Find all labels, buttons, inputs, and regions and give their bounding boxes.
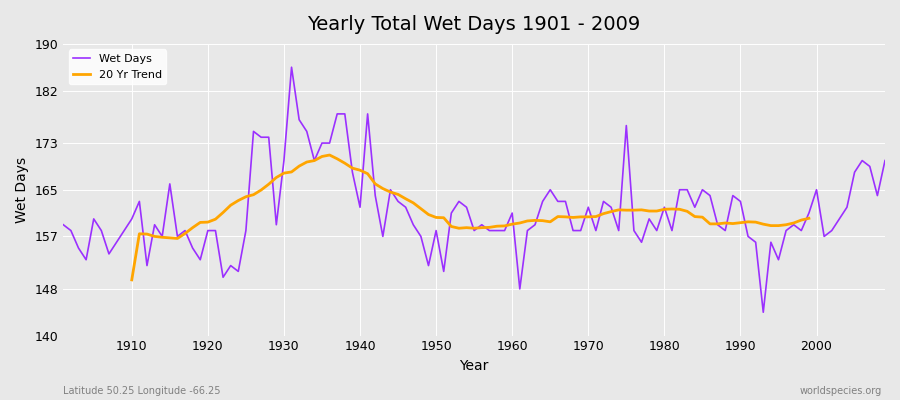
Wet Days	[119, 228, 130, 233]
Wet Days	[286, 65, 297, 70]
20 Yr Trend	[606, 209, 616, 214]
20 Yr Trend	[804, 216, 814, 221]
Legend: Wet Days, 20 Yr Trend: Wet Days, 20 Yr Trend	[68, 50, 166, 84]
Wet Days	[758, 310, 769, 315]
Wet Days	[58, 222, 68, 227]
20 Yr Trend	[218, 210, 229, 215]
Wet Days	[879, 158, 890, 163]
Text: Latitude 50.25 Longitude -66.25: Latitude 50.25 Longitude -66.25	[63, 386, 220, 396]
Wet Days	[507, 211, 517, 216]
20 Yr Trend	[697, 215, 707, 220]
20 Yr Trend	[780, 222, 791, 227]
Wet Days	[606, 205, 616, 210]
20 Yr Trend	[712, 222, 723, 226]
Wet Days	[293, 117, 304, 122]
Title: Yearly Total Wet Days 1901 - 2009: Yearly Total Wet Days 1901 - 2009	[308, 15, 641, 34]
Line: Wet Days: Wet Days	[63, 67, 885, 312]
Y-axis label: Wet Days: Wet Days	[15, 157, 29, 223]
X-axis label: Year: Year	[460, 359, 489, 373]
20 Yr Trend	[126, 278, 137, 282]
Wet Days	[515, 286, 526, 291]
Text: worldspecies.org: worldspecies.org	[800, 386, 882, 396]
20 Yr Trend	[324, 153, 335, 158]
20 Yr Trend	[339, 161, 350, 166]
Line: 20 Yr Trend: 20 Yr Trend	[131, 155, 809, 280]
Wet Days	[339, 112, 350, 116]
